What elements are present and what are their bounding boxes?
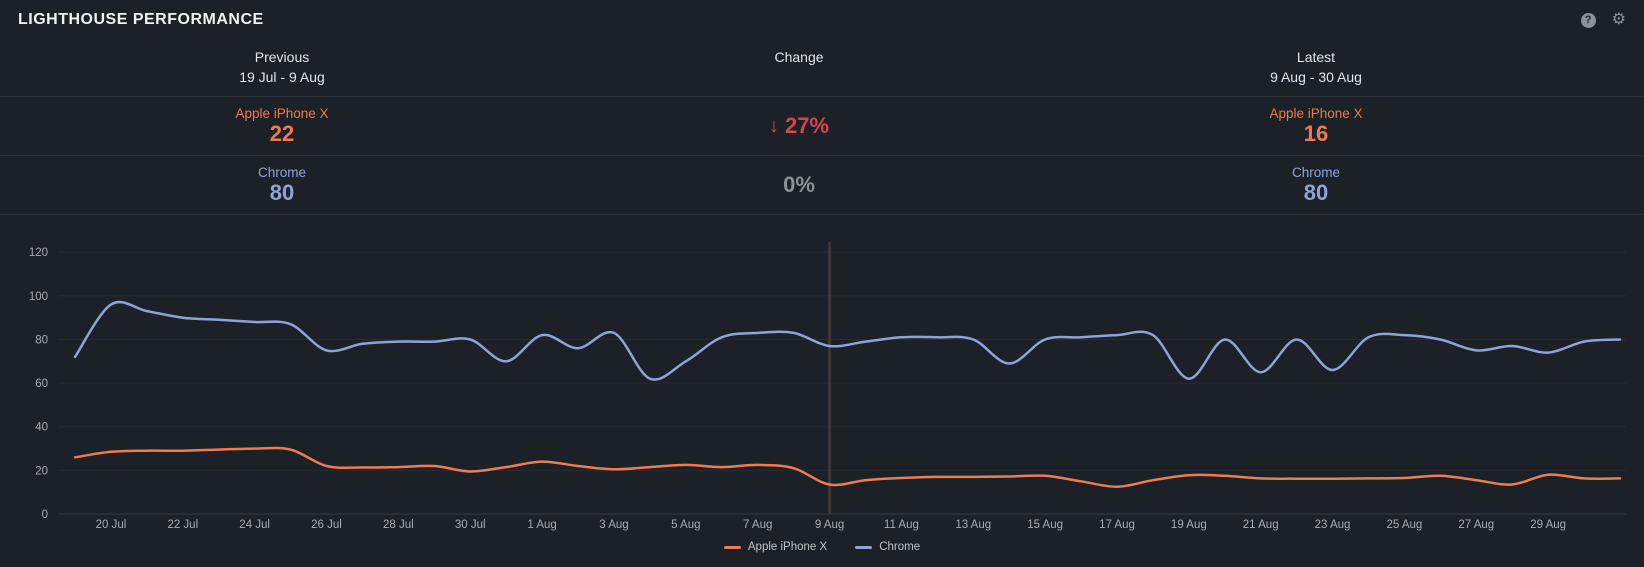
- svg-text:27 Aug: 27 Aug: [1458, 519, 1494, 531]
- svg-text:20 Jul: 20 Jul: [96, 519, 127, 531]
- apple-legend-label: Apple iPhone X: [747, 541, 828, 553]
- latest-column-header: Latest 9 Aug - 30 Aug: [1034, 40, 1598, 96]
- apple-previous-value: 22: [269, 121, 295, 146]
- svg-text:23 Aug: 23 Aug: [1315, 519, 1351, 531]
- chrome-series-label: Chrome: [257, 165, 306, 180]
- svg-text:21 Aug: 21 Aug: [1243, 519, 1279, 531]
- latest-date-range: 9 Aug - 30 Aug: [1270, 69, 1362, 85]
- svg-text:1 Aug: 1 Aug: [527, 519, 556, 531]
- comparison-header-row: Previous 19 Jul - 9 Aug Change Latest 9 …: [0, 40, 1644, 97]
- change-column-header: Change: [564, 40, 1034, 96]
- svg-text:30 Jul: 30 Jul: [455, 519, 486, 531]
- apple-series-label: Apple iPhone X: [235, 106, 329, 121]
- previous-date-range: 19 Jul - 9 Aug: [239, 69, 325, 85]
- svg-text:0: 0: [42, 509, 48, 521]
- svg-text:5 Aug: 5 Aug: [671, 519, 700, 531]
- previous-column-header: Previous 19 Jul - 9 Aug: [0, 40, 564, 96]
- panel-header: LIGHTHOUSE PERFORMANCE ? ⚙: [0, 0, 1644, 40]
- svg-text:15 Aug: 15 Aug: [1027, 519, 1063, 531]
- latest-label: Latest: [1296, 49, 1336, 65]
- chrome-latest-value: 80: [1303, 180, 1329, 205]
- svg-text:120: 120: [29, 247, 48, 259]
- svg-text:28 Jul: 28 Jul: [383, 519, 414, 531]
- svg-text:25 Aug: 25 Aug: [1387, 519, 1423, 531]
- svg-text:100: 100: [29, 291, 48, 303]
- svg-text:80: 80: [35, 334, 48, 346]
- down-arrow-icon: ↓: [768, 114, 779, 137]
- legend-item-chrome[interactable]: Chrome: [855, 541, 920, 553]
- chrome-series-label-latest: Chrome: [1291, 165, 1340, 180]
- change-label: Change: [774, 49, 824, 65]
- apple-change-cell: ↓ 27%: [564, 97, 1034, 155]
- metric-row-apple-iphone-x: Apple iPhone X 22 ↓ 27% Apple iPhone X 1…: [0, 97, 1644, 156]
- chrome-series-swatch: [855, 545, 873, 549]
- previous-label: Previous: [254, 49, 310, 65]
- chrome-latest-cell: Chrome 80: [1034, 156, 1598, 214]
- legend-item-apple-iphone-x[interactable]: Apple iPhone X: [723, 541, 828, 553]
- svg-text:17 Aug: 17 Aug: [1099, 519, 1135, 531]
- svg-text:40: 40: [35, 422, 48, 434]
- svg-text:19 Aug: 19 Aug: [1171, 519, 1207, 531]
- svg-text:13 Aug: 13 Aug: [955, 519, 991, 531]
- svg-text:7 Aug: 7 Aug: [743, 519, 772, 531]
- svg-text:24 Jul: 24 Jul: [239, 519, 270, 531]
- line-chart-canvas[interactable]: 0 20 40 60 80 100 120 20 Jul 22 Jul 24 Jul 26 Jul 2…: [0, 226, 1644, 540]
- svg-text:29 Aug: 29 Aug: [1530, 519, 1566, 531]
- panel-title: LIGHTHOUSE PERFORMANCE: [18, 11, 264, 28]
- svg-text:26 Jul: 26 Jul: [311, 519, 342, 531]
- svg-text:3 Aug: 3 Aug: [599, 519, 628, 531]
- apple-latest-cell: Apple iPhone X 16: [1034, 97, 1598, 155]
- chrome-previous-value: 80: [269, 180, 295, 205]
- apple-series-swatch: [723, 545, 741, 549]
- metric-row-chrome: Chrome 80 0% Chrome 80: [0, 156, 1644, 215]
- settings-gear-icon[interactable]: ⚙: [1611, 11, 1626, 28]
- chart-legend: Apple iPhone X Chrome: [0, 541, 1644, 553]
- svg-text:20: 20: [35, 465, 48, 477]
- apple-latest-value: 16: [1303, 121, 1329, 146]
- chrome-legend-label: Chrome: [879, 541, 921, 553]
- chrome-change-value: 0%: [783, 172, 815, 197]
- apple-series-label-latest: Apple iPhone X: [1269, 106, 1363, 121]
- apple-change-value: 27%: [784, 113, 830, 138]
- chrome-change-cell: 0%: [564, 156, 1034, 214]
- svg-text:9 Aug: 9 Aug: [815, 519, 844, 531]
- svg-text:22 Jul: 22 Jul: [167, 519, 198, 531]
- svg-text:60: 60: [35, 378, 48, 390]
- help-icon[interactable]: ?: [1580, 12, 1596, 28]
- performance-chart[interactable]: 0 20 40 60 80 100 120 20 Jul 22 Jul 24 Jul 26 Jul 2…: [0, 226, 1644, 540]
- chrome-previous-cell: Chrome 80: [0, 156, 564, 214]
- header-actions: ? ⚙: [1580, 11, 1626, 28]
- svg-text:11 Aug: 11 Aug: [884, 519, 919, 531]
- apple-previous-cell: Apple iPhone X 22: [0, 97, 564, 155]
